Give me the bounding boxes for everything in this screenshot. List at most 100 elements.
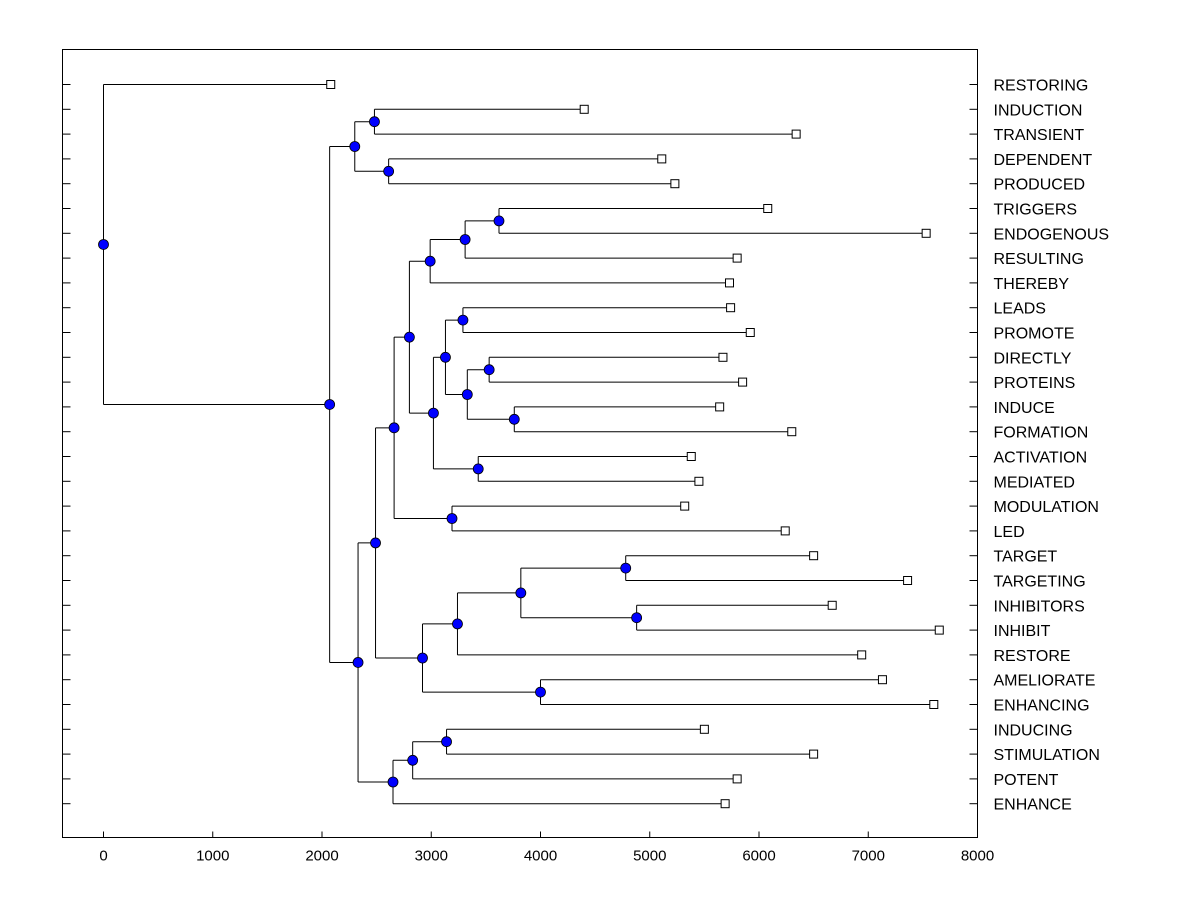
- leaf-label: PROTEINS: [994, 375, 1076, 392]
- leaf-labels: RESTORING INDUCTION TRANSIENT DEPENDENT PROD…: [994, 78, 1110, 814]
- leaf-marker: [877, 675, 887, 685]
- leaf-label: INHIBIT: [994, 623, 1051, 640]
- merge-node: [403, 331, 415, 343]
- leaf-label: RESULTING: [994, 251, 1084, 268]
- x-tick-label: 5000: [633, 848, 666, 865]
- leaf-marker: [732, 774, 742, 784]
- merge-node: [407, 754, 419, 766]
- leaf-label: TARGET: [994, 549, 1058, 566]
- merge-node: [493, 215, 505, 227]
- merge-node: [370, 537, 381, 549]
- merge-node: [459, 234, 471, 245]
- leaf-marker: [680, 501, 690, 511]
- merge-node: [324, 399, 336, 410]
- leaf-marker: [579, 104, 589, 114]
- leaf-label: FORMATION: [994, 425, 1089, 442]
- leaf-label: AMELIORATE: [994, 673, 1096, 690]
- x-axis-ticks: 0 1000 2000 3000 4000 5000 6000 7000 8000: [99, 831, 994, 865]
- merge-node: [369, 116, 380, 128]
- leaf-label: TRANSIENT: [994, 127, 1085, 144]
- leaf-label: MODULATION: [994, 499, 1099, 516]
- leaf-label: DEPENDENT: [994, 152, 1093, 169]
- merge-node: [535, 686, 546, 698]
- leaf-label: TARGETING: [994, 574, 1086, 591]
- leaf-marker: [725, 278, 735, 288]
- x-tick-label: 3000: [415, 848, 448, 865]
- merge-node: [383, 165, 395, 177]
- leaf-marker: [715, 402, 725, 412]
- leaf-marker: [903, 576, 913, 585]
- leaf-marker: [791, 129, 801, 139]
- leaf-marker: [726, 303, 736, 313]
- x-tick-label: 2000: [305, 848, 338, 865]
- right-axis-ticks: [969, 84, 978, 805]
- x-tick-label: 1000: [196, 848, 229, 865]
- leaf-label: PROMOTE: [994, 326, 1075, 343]
- leaf-label: LEADS: [994, 301, 1046, 318]
- merge-node: [98, 239, 109, 250]
- merge-node: [440, 351, 451, 363]
- leaf-marker: [780, 526, 790, 536]
- leaf-markers: [326, 80, 944, 809]
- leaf-marker: [686, 452, 696, 461]
- leaf-marker: [720, 799, 730, 809]
- leaf-label: POTENT: [994, 772, 1059, 789]
- leaf-marker: [809, 749, 819, 759]
- leaf-marker: [670, 179, 680, 189]
- x-tick-label: 8000: [961, 848, 994, 865]
- merge-node: [631, 612, 643, 624]
- merge-node: [483, 364, 495, 376]
- leaf-marker: [694, 476, 704, 486]
- merge-node: [388, 422, 400, 434]
- leaf-marker: [745, 328, 755, 337]
- leaf-marker: [921, 228, 931, 238]
- merge-node: [441, 736, 452, 748]
- merge-node: [452, 618, 463, 630]
- x-tick-label: 4000: [524, 848, 557, 865]
- leaf-label: RESTORING: [994, 78, 1089, 95]
- leaf-marker: [738, 377, 748, 387]
- leaf-label: ENHANCE: [994, 797, 1072, 814]
- merge-node: [417, 652, 428, 664]
- leaf-label: INDUCTION: [994, 102, 1083, 119]
- leaf-label: INHIBITORS: [994, 598, 1085, 615]
- merge-node: [457, 314, 469, 326]
- leaf-marker: [809, 551, 819, 561]
- leaf-marker: [732, 253, 742, 263]
- left-axis-ticks: [62, 84, 71, 805]
- leaf-label: ENDOGENOUS: [994, 226, 1110, 243]
- leaf-label: THEREBY: [994, 276, 1070, 293]
- plot-frame: [62, 49, 978, 838]
- merge-node: [461, 389, 473, 400]
- dendrogram-links: [103, 84, 940, 805]
- merge-node: [428, 407, 439, 419]
- merge-node: [508, 413, 520, 425]
- leaf-label: INDUCING: [994, 722, 1073, 739]
- merge-node: [515, 587, 527, 599]
- leaf-label: ENHANCING: [994, 698, 1090, 715]
- x-tick-label: 0: [99, 848, 107, 865]
- merge-node: [620, 562, 632, 574]
- leaf-marker: [827, 600, 837, 610]
- merge-nodes: [98, 116, 643, 788]
- leaf-label: MEDIATED: [994, 474, 1075, 491]
- merge-node: [446, 513, 458, 524]
- merge-node: [472, 463, 484, 475]
- leaf-label: DIRECTLY: [994, 350, 1072, 367]
- leaf-label: ACTIVATION: [994, 450, 1088, 467]
- leaf-label: INDUCE: [994, 400, 1055, 417]
- merge-node: [349, 141, 361, 152]
- leaf-label: STIMULATION: [994, 747, 1100, 764]
- leaf-marker: [718, 352, 728, 362]
- merge-node: [387, 776, 399, 788]
- leaf-marker: [657, 154, 667, 164]
- leaf-marker: [857, 650, 867, 660]
- leaf-marker: [787, 427, 797, 437]
- leaf-marker: [934, 625, 944, 635]
- leaf-label: LED: [994, 524, 1025, 541]
- leaf-label: TRIGGERS: [994, 202, 1078, 219]
- x-tick-label: 6000: [742, 848, 775, 865]
- merge-node: [352, 657, 364, 668]
- merge-node: [424, 255, 436, 267]
- leaf-marker: [326, 80, 336, 89]
